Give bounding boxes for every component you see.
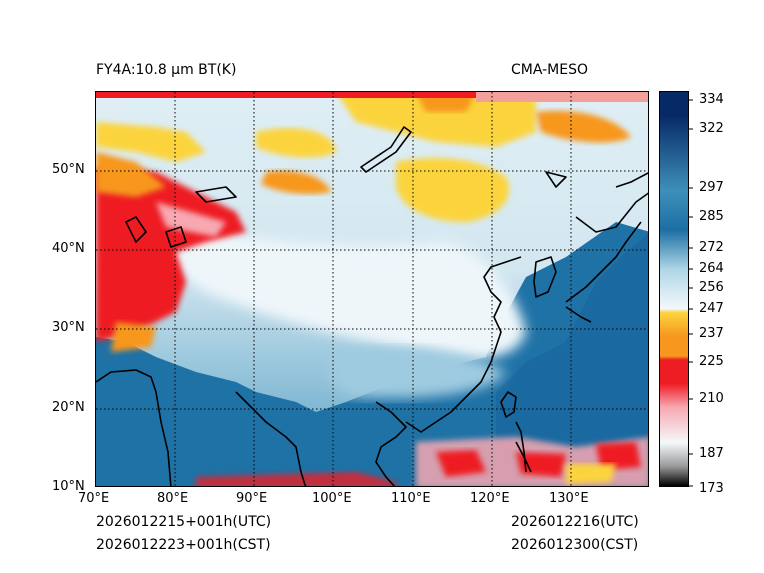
coastlines: [96, 126, 648, 486]
colorbar-tick: 322: [699, 121, 724, 136]
colorbar-ticks: [689, 99, 693, 487]
lat-label: 40°N: [52, 241, 85, 256]
colorbar-tick: 272: [699, 240, 724, 255]
lat-label: 50°N: [52, 162, 85, 177]
colorbar-tick: 264: [699, 261, 724, 276]
lon-label: 130°E: [549, 491, 589, 506]
lat-label: 10°N: [52, 479, 85, 494]
colorbar: [659, 91, 689, 487]
gridlines: [96, 92, 648, 486]
valid-time-utc: 2026012216(UTC): [511, 514, 639, 530]
init-time-utc: 2026012215+001h(UTC): [96, 514, 272, 530]
colorbar-tick: 237: [699, 326, 724, 341]
lon-label: 100°E: [312, 491, 352, 506]
lat-label: 30°N: [52, 320, 85, 335]
colorbar-tick: 256: [699, 280, 724, 295]
satellite-map: [95, 91, 649, 487]
colorbar-tick: 225: [699, 354, 724, 369]
colorbar-tick: 247: [699, 301, 724, 316]
colorbar-tick: 187: [699, 446, 724, 461]
model-label: CMA-MESO: [511, 62, 589, 78]
brightness-temperature-field: [96, 92, 648, 486]
colorbar-tick: 173: [699, 481, 724, 496]
lon-label: 120°E: [470, 491, 510, 506]
lon-label: 110°E: [391, 491, 431, 506]
init-time-cst: 2026012223+001h(CST): [96, 537, 271, 553]
colorbar-tick: 285: [699, 209, 724, 224]
colorbar-tick: 334: [699, 92, 724, 107]
lon-label: 80°E: [157, 491, 189, 506]
colorbar-tick: 210: [699, 391, 724, 406]
colorbar-tick: 297: [699, 180, 724, 195]
chart-title: FY4A:10.8 µm BT(K): [96, 62, 237, 78]
valid-time-cst: 2026012300(CST): [511, 537, 639, 553]
lon-label: 90°E: [236, 491, 268, 506]
lat-label: 20°N: [52, 400, 85, 415]
lon-label: 70°E: [78, 491, 110, 506]
